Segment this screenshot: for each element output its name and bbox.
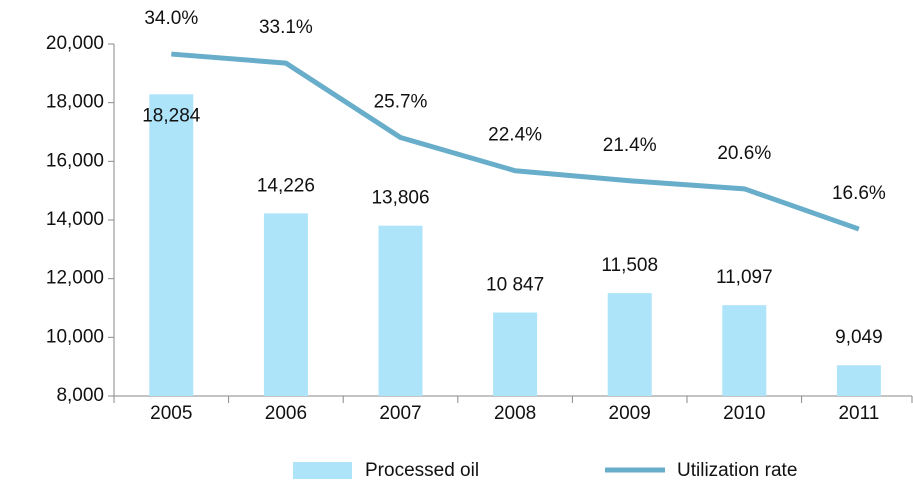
bar [493, 312, 538, 396]
line-label: 20.6% [717, 143, 771, 164]
legend-label: Utilization rate [677, 460, 797, 481]
line-label: 16.6% [832, 183, 886, 204]
bar [263, 213, 308, 396]
bar [149, 94, 194, 396]
bar [607, 293, 652, 396]
y-tick-label: 18,000 [46, 92, 104, 113]
x-tick-label: 2005 [150, 403, 192, 424]
bar [836, 365, 881, 396]
bar-label: 10 847 [486, 275, 544, 296]
y-tick-label: 14,000 [46, 209, 104, 230]
x-tick-label: 2006 [265, 403, 307, 424]
bar [722, 305, 767, 396]
line-label: 22.4% [488, 125, 542, 146]
x-tick-label: 2011 [838, 403, 879, 424]
x-tick-label: 2009 [609, 403, 651, 424]
legend-swatch [293, 462, 352, 479]
line-label: 34.0% [144, 8, 198, 29]
x-tick-label: 2010 [723, 403, 765, 424]
bar-label: 18,284 [142, 105, 201, 126]
line-label: 25.7% [374, 92, 428, 113]
x-tick-label: 2008 [494, 403, 536, 424]
line-label: 21.4% [603, 135, 657, 156]
y-tick-label: 10,000 [46, 326, 104, 347]
bar-label: 11,508 [601, 255, 658, 276]
bar-label: 9,049 [835, 327, 883, 348]
bar-label: 11,097 [716, 267, 773, 288]
y-tick-label: 8,000 [56, 385, 104, 406]
line-label: 33.1% [259, 17, 313, 38]
bar [378, 225, 423, 396]
line [171, 51, 860, 232]
bar-label: 14,226 [257, 175, 315, 196]
y-tick-label: 16,000 [46, 150, 104, 171]
y-tick-label: 12,000 [46, 268, 104, 289]
legend-label: Processed oil [365, 460, 479, 481]
x-tick-label: 2007 [379, 403, 421, 424]
bar-label: 13,806 [371, 188, 429, 209]
y-tick-label: 20,000 [46, 33, 104, 54]
